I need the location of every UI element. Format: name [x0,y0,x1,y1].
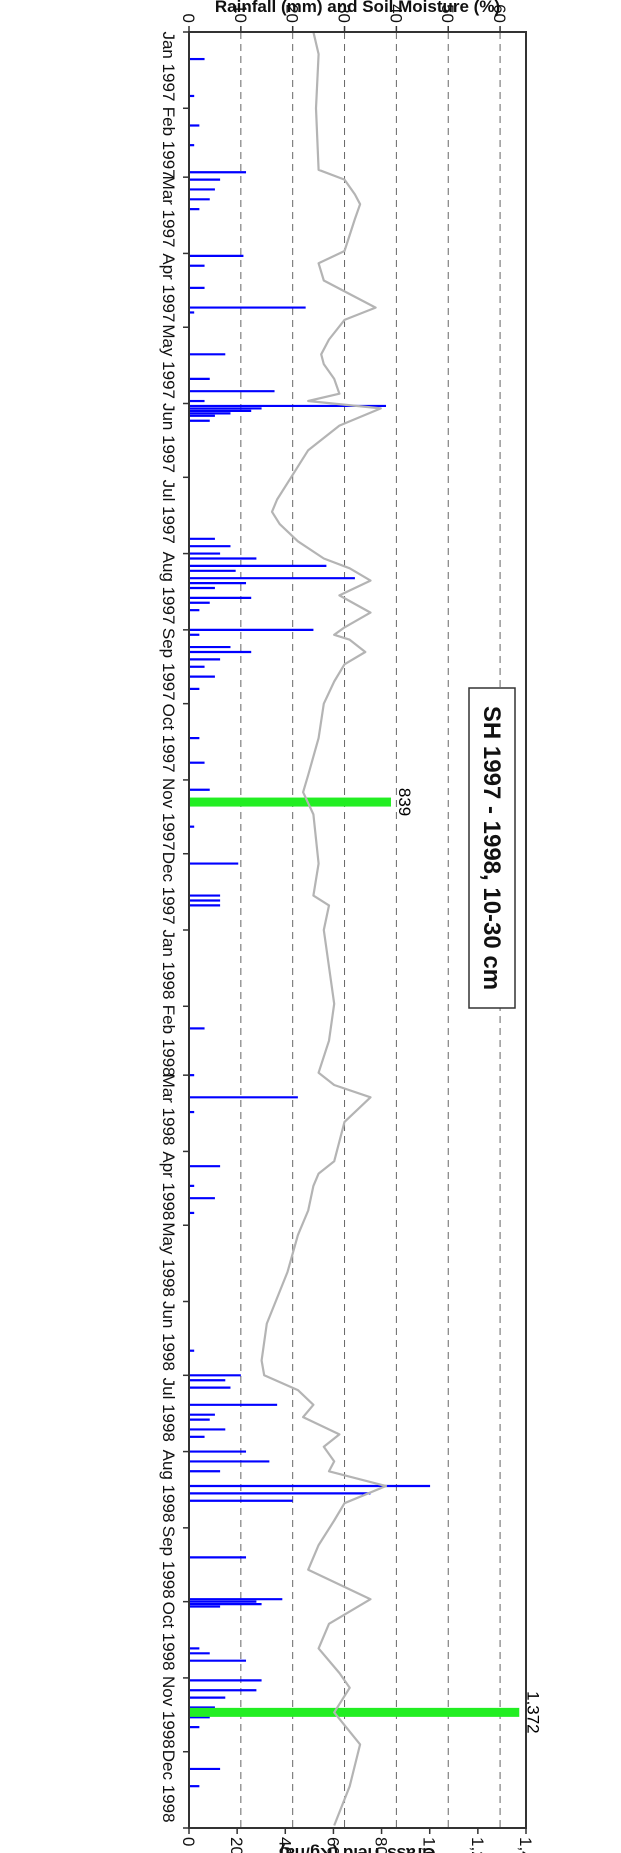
date-axis-label: Jul 1998 [159,1378,178,1442]
date-axis-label: Dec 1998 [159,1750,178,1823]
right-axis-tick-label: 800 [372,1837,391,1853]
soil-moisture-line [260,31,388,1826]
date-axis-label: Jun 1998 [159,1301,178,1371]
grass-yield-bar [189,797,391,807]
date-axis-label: May 1998 [159,1222,178,1297]
right-axis-tick-label: 200 [227,1837,246,1853]
left-axis-tick-label: 10 [231,4,250,23]
chart-title-box [468,687,516,1009]
date-axis-label: Sep 1997 [159,628,178,701]
left-axis-tick-label: 50 [438,4,457,23]
date-axis-label: Mar 1997 [159,176,178,248]
date-axis-label: Jan 1998 [159,929,178,999]
grass-yield-bar [188,1707,520,1717]
date-axis-label: Apr 1997 [159,253,178,322]
date-axis-label: Nov 1997 [159,778,178,851]
date-axis-label: Oct 1997 [159,704,178,773]
left-axis-tick-label: 40 [386,4,405,23]
date-axis-label: Sep 1998 [159,1526,178,1599]
chart-title: SH 1997 - 1998, 10-30 cm [478,706,505,990]
date-axis-label: Nov 1998 [159,1676,178,1749]
right-axis-tick-label: 1,400 [516,1837,535,1853]
date-axis-label: Jul 1997 [159,480,178,544]
right-axis-tick-label: 600 [323,1837,342,1853]
date-axis-label: Jan 1997 [159,31,178,101]
date-axis-label: Aug 1998 [159,1450,178,1523]
rainfall-series [189,57,431,1788]
date-axis-label: Apr 1998 [159,1151,178,1220]
date-axis-label: Feb 1997 [159,107,178,179]
left-axis-tick-label: 30 [335,4,354,23]
date-axis-label: Feb 1998 [159,1005,178,1077]
date-axis-label: Mar 1998 [159,1074,178,1146]
left-axis-title: Rainfall (mm) and Soil Moisture (%) [215,0,500,16]
date-axis-label: Dec 1997 [159,852,178,925]
grass-yield-series: 839 1,372 [188,788,542,1734]
grass-yield-label: 1,372 [523,1691,542,1734]
left-axis-tick-label: 0 [179,14,198,23]
grass-yield-label: 839 [395,788,414,816]
right-axis-tick-label: 1,000 [420,1837,439,1853]
right-axis-title: Grass Yield (Kg/ha) [280,1844,436,1853]
date-axis-label: Oct 1998 [159,1602,178,1671]
right-axis-tick-label: 400 [275,1837,294,1853]
date-axis-label: Jun 1997 [159,403,178,473]
date-axis-label: May 1997 [159,324,178,399]
date-axis-label: Aug 1997 [159,552,178,625]
right-axis-tick-label: 1,200 [468,1837,487,1853]
left-axis-tick-label: 60 [490,4,509,23]
right-axis-tick-label: 0 [179,1837,198,1846]
chart-rotated-group: 8391,372010203040506002004006008001,0001… [159,0,542,1853]
left-axis-tick-label: 20 [283,4,302,23]
